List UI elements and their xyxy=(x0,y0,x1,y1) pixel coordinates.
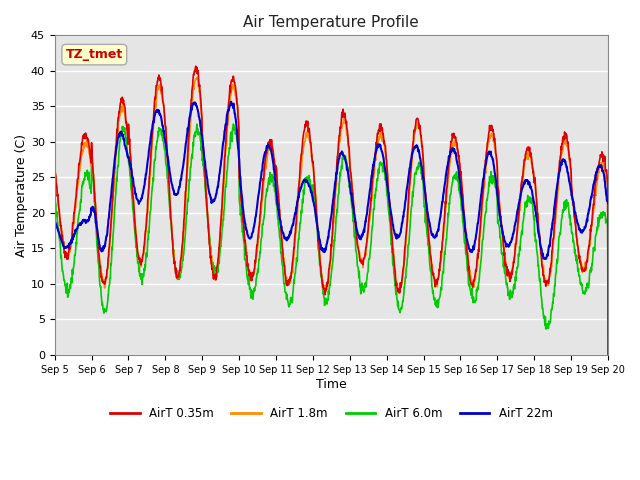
AirT 22m xyxy=(539,251,547,256)
Line: AirT 22m: AirT 22m xyxy=(54,102,608,259)
AirT 1.8m xyxy=(174,271,182,277)
Y-axis label: Air Temperature (C): Air Temperature (C) xyxy=(15,133,28,257)
AirT 6.0m xyxy=(539,305,547,311)
AirT 0.35m xyxy=(161,109,168,115)
Line: AirT 6.0m: AirT 6.0m xyxy=(54,124,608,352)
AirT 0.35m xyxy=(174,273,182,278)
AirT 22m xyxy=(161,133,168,139)
AirT 1.8m xyxy=(236,191,244,196)
AirT 0.35m xyxy=(236,184,244,190)
AirT 22m xyxy=(236,173,244,179)
AirT 6.0m xyxy=(174,276,182,282)
AirT 22m xyxy=(604,200,612,206)
AirT 1.8m xyxy=(51,171,58,177)
AirT 6.0m xyxy=(161,145,168,151)
AirT 6.0m xyxy=(193,121,201,127)
AirT 22m xyxy=(51,217,58,223)
AirT 22m xyxy=(418,163,426,168)
AirT 22m xyxy=(227,99,235,105)
X-axis label: Time: Time xyxy=(316,377,347,391)
AirT 6.0m xyxy=(236,203,244,208)
Text: TZ_tmet: TZ_tmet xyxy=(66,48,123,61)
Line: AirT 0.35m: AirT 0.35m xyxy=(54,66,608,357)
AirT 0.35m xyxy=(539,264,547,270)
AirT 1.8m xyxy=(490,136,498,142)
AirT 0.35m xyxy=(490,131,498,137)
Legend: AirT 0.35m, AirT 1.8m, AirT 6.0m, AirT 22m: AirT 0.35m, AirT 1.8m, AirT 6.0m, AirT 2… xyxy=(106,402,557,425)
AirT 1.8m xyxy=(193,74,201,80)
AirT 6.0m xyxy=(490,173,498,179)
AirT 22m xyxy=(541,256,549,262)
AirT 1.8m xyxy=(604,353,612,359)
AirT 22m xyxy=(174,191,182,196)
AirT 6.0m xyxy=(418,170,426,176)
AirT 0.35m xyxy=(604,354,612,360)
AirT 0.35m xyxy=(51,159,58,165)
AirT 22m xyxy=(490,162,498,168)
Line: AirT 1.8m: AirT 1.8m xyxy=(54,77,608,356)
Title: Air Temperature Profile: Air Temperature Profile xyxy=(243,15,419,30)
AirT 6.0m xyxy=(604,349,612,355)
AirT 6.0m xyxy=(51,186,58,192)
AirT 1.8m xyxy=(161,110,168,116)
AirT 1.8m xyxy=(539,265,547,271)
AirT 0.35m xyxy=(192,63,200,69)
AirT 1.8m xyxy=(418,138,426,144)
AirT 0.35m xyxy=(418,139,426,144)
